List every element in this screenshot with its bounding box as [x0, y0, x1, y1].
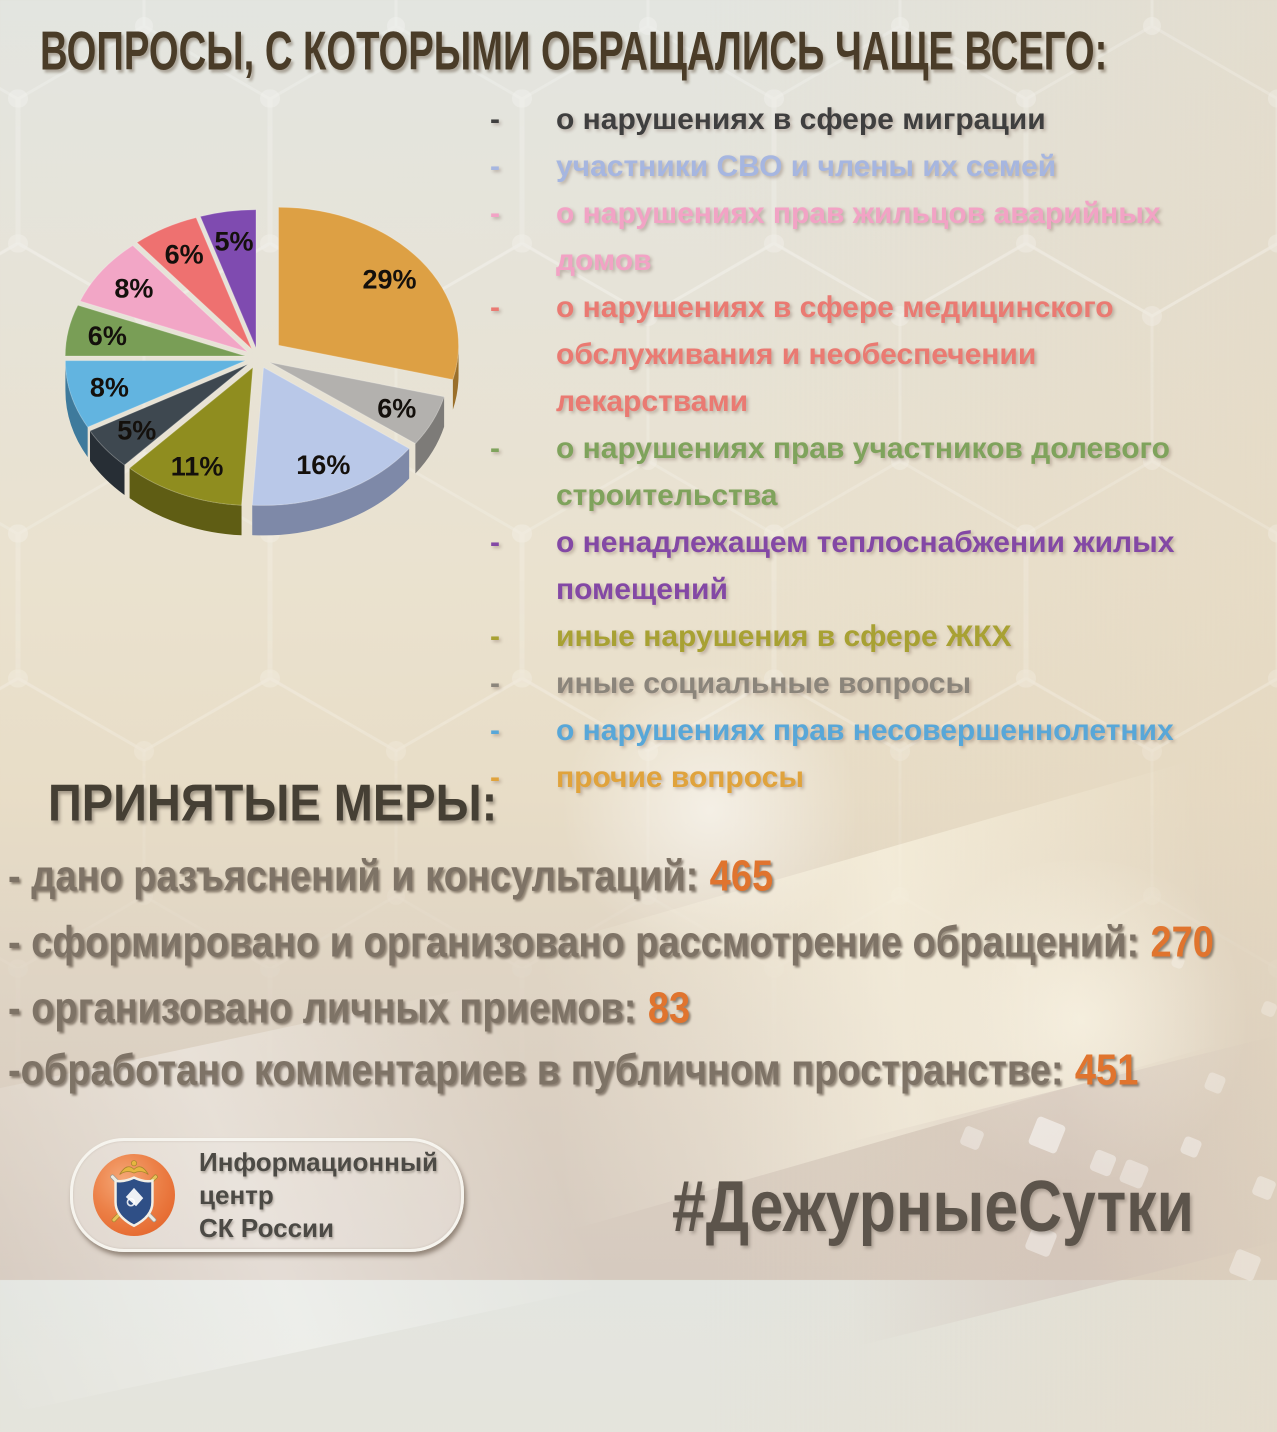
measure-value: 451	[1074, 1046, 1139, 1095]
legend-item: - о ненадлежащем теплоснабжении жилых пом…	[488, 519, 1218, 613]
pie-slice	[136, 217, 253, 350]
pie-slice-label: 16%	[296, 450, 350, 480]
legend-bullet: -	[490, 197, 500, 230]
measure-label: - сформировано и организовано рассмотрен…	[8, 918, 1140, 967]
legend-item: - о нарушениях прав участников долевого с…	[488, 425, 1218, 519]
legend-label: о нарушениях прав несовершеннолетних	[556, 714, 1174, 747]
pie-slice-side	[252, 448, 410, 536]
legend-item: - участники СВО и члены их семей	[488, 143, 1218, 190]
measure-label: - дано разъяснений и консультаций:	[8, 852, 699, 901]
legend: - о нарушениях в сфере миграции - участник…	[488, 96, 1218, 801]
pie-slice	[64, 304, 246, 357]
legend-label: иные нарушения в сфере ЖКХ	[556, 620, 1012, 653]
legend-bullet: -	[490, 103, 500, 136]
legend-bullet: -	[490, 620, 500, 653]
legend-bullet: -	[490, 714, 500, 747]
pie-slice-label: 6%	[88, 321, 127, 351]
measure-row: - дано разъяснений и консультаций: 465	[8, 852, 773, 902]
legend-item: - прочие вопросы	[488, 754, 1218, 801]
legend-label: о нарушениях в сфере миграции	[556, 103, 1046, 136]
measure-label: - организовано личных приемов:	[8, 984, 637, 1033]
logo-text: Информационный центр СК России	[199, 1146, 461, 1245]
legend-label: участники СВО и члены их семей	[556, 150, 1057, 183]
measure-row: -обработано комментариев в публичном про…	[8, 1046, 1138, 1096]
pie-slice	[79, 244, 248, 353]
legend-bullet: -	[490, 761, 500, 794]
pie-slice	[269, 361, 445, 445]
legend-label: о нарушениях прав жильцов аварийных домо…	[556, 197, 1161, 277]
pie-slice	[278, 206, 460, 381]
legend-label: о нарушениях прав участников долевого ст…	[556, 432, 1170, 512]
legend-bullet: -	[490, 291, 500, 324]
page-title: ВОПРОСЫ, С КОТОРЫМИ ОБРАЩАЛИСЬ ЧАЩЕ ВСЕГ…	[40, 21, 1108, 82]
logo-line1: Информационный центр	[199, 1146, 439, 1210]
light-glow	[900, 860, 1260, 1180]
measure-value: 465	[709, 852, 774, 901]
legend-label: о нарушениях в сфере медицинского обслуж…	[556, 291, 1114, 418]
pie-slice	[251, 366, 410, 506]
hashtag: #ДежурныеСутки	[672, 1165, 1194, 1247]
pie-chart: 29% 6% 16% 11% 5% 8% 6% 8% 6% 5%	[64, 206, 460, 536]
pie-slice-label: 8%	[114, 274, 153, 304]
pie-slice-side	[452, 345, 459, 410]
pie-slice-label: 11%	[171, 451, 224, 481]
pie-slice-label: 6%	[377, 393, 416, 423]
measure-value: 83	[647, 984, 691, 1033]
logo-line2: СК России	[199, 1212, 334, 1243]
legend-item: - о нарушениях в сфере миграции	[488, 96, 1218, 143]
pie-slice-side	[129, 468, 242, 536]
legend-item: - о нарушениях прав жильцов аварийных дом…	[488, 190, 1218, 284]
measure-value: 270	[1150, 918, 1214, 967]
legend-label: иные социальные вопросы	[556, 667, 972, 700]
legend-bullet: -	[490, 526, 500, 559]
legend-bullet: -	[490, 432, 500, 465]
pie-slice-label: 29%	[362, 264, 416, 294]
measures-heading: ПРИНЯТЫЕ МЕРЫ:	[48, 773, 498, 832]
pie-slice	[199, 209, 257, 348]
sk-emblem-icon	[93, 1154, 175, 1236]
pie-slice	[128, 366, 254, 506]
legend-item: - о нарушениях в сфере медицинского обслу…	[488, 284, 1218, 425]
pie-slice	[64, 360, 246, 428]
pie-slice-label: 8%	[90, 372, 129, 402]
logo-pill: Информационный центр СК России	[70, 1138, 464, 1252]
pie-slice-side	[415, 396, 445, 474]
legend-bullet: -	[490, 667, 500, 700]
legend-item: - о нарушениях прав несовершеннолетних	[488, 707, 1218, 754]
legend-item: - иные нарушения в сфере ЖКХ	[488, 613, 1218, 660]
legend-label: о ненадлежащем теплоснабжении жилых поме…	[556, 526, 1175, 606]
pie-slice-label: 5%	[117, 415, 156, 445]
pie-slice	[89, 363, 249, 466]
pie-slice-side	[89, 430, 125, 495]
measure-row: - сформировано и организовано рассмотрен…	[8, 918, 1214, 968]
pie-slice-label: 6%	[165, 240, 204, 270]
measure-row: - организовано личных приемов: 83	[8, 984, 690, 1034]
legend-label: прочие вопросы	[556, 761, 804, 794]
pie-slice-label: 5%	[214, 226, 253, 256]
pie-slice-side	[65, 360, 88, 458]
legend-bullet: -	[490, 150, 500, 183]
measure-label: -обработано комментариев в публичном про…	[8, 1046, 1064, 1095]
legend-item: - иные социальные вопросы	[488, 660, 1218, 707]
